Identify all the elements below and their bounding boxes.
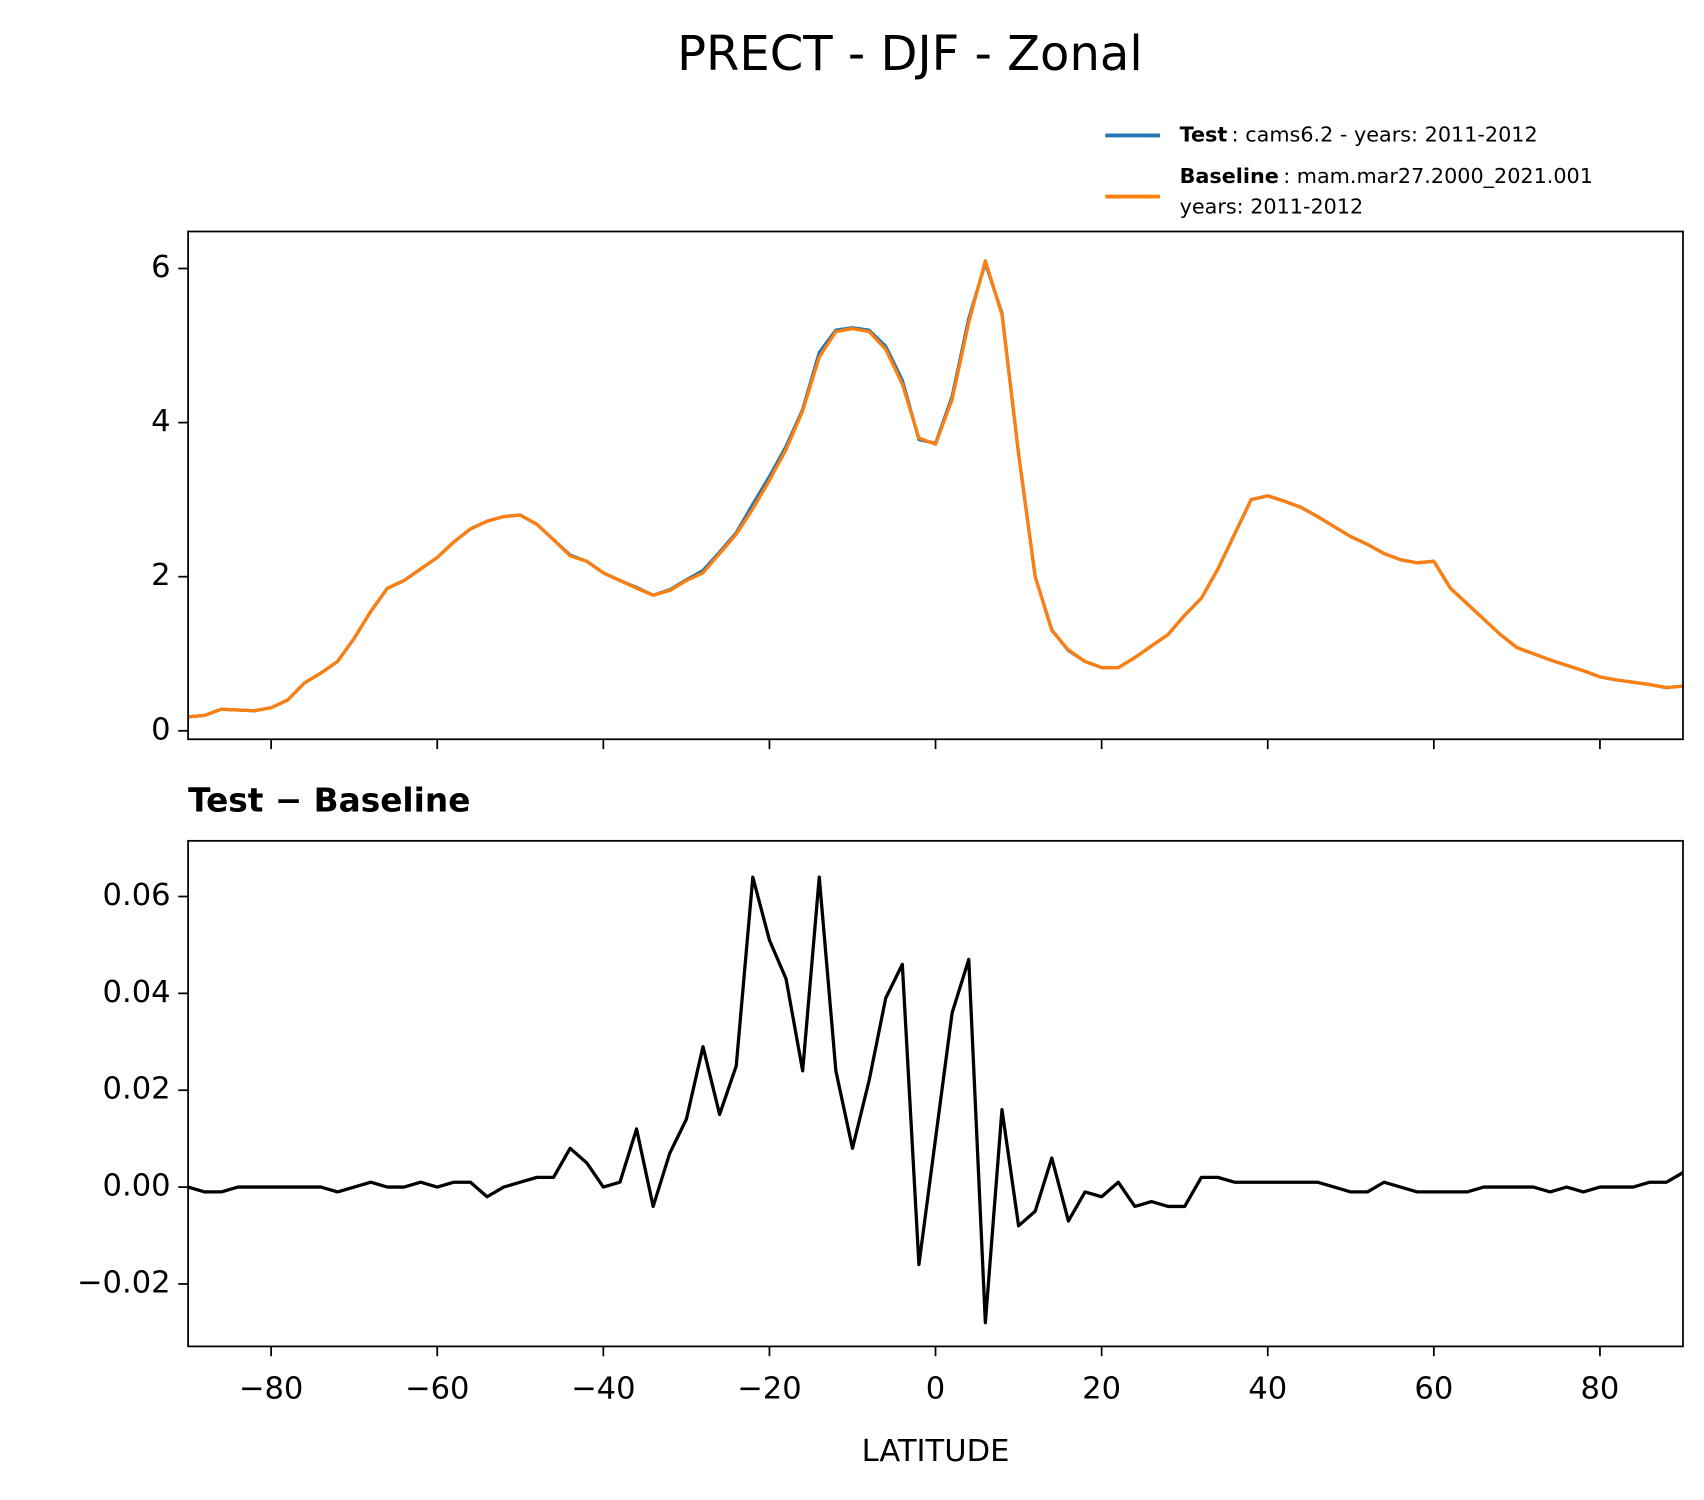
legend-text: years: 2011-2012 <box>1180 194 1364 218</box>
figure-title: PRECT - DJF - Zonal <box>677 26 1143 82</box>
legend-entry: Test: cams6.2 - years: 2011-2012 <box>1180 122 1538 146</box>
plot-area <box>188 875 1683 1325</box>
data-line <box>188 259 1683 719</box>
x-tick-label: −80 <box>239 1372 303 1407</box>
legend-name: Baseline <box>1180 164 1279 188</box>
legend-text: : mam.mar27.2000_2021.001 <box>1283 164 1593 189</box>
x-tick-label: 60 <box>1414 1372 1453 1407</box>
panel-title: Test − Baseline <box>188 782 470 820</box>
x-tick-label: 80 <box>1580 1372 1619 1407</box>
y-tick-label: −0.02 <box>77 1265 171 1300</box>
axes-frame <box>187 230 1684 741</box>
y-tick-label: 6 <box>151 250 170 285</box>
legend-name: Test <box>1180 122 1228 146</box>
y-tick-label: 0.04 <box>103 975 171 1010</box>
legend-entry: Baseline: mam.mar27.2000_2021.001 <box>1180 164 1593 189</box>
legend-text: : cams6.2 - years: 2011-2012 <box>1232 122 1538 146</box>
x-tick-label: 0 <box>926 1372 945 1407</box>
y-tick-label: 0.06 <box>103 878 171 913</box>
y-tick-label: 0 <box>151 712 170 747</box>
y-tick-label: 4 <box>151 404 170 439</box>
x-tick-label: −40 <box>571 1372 636 1407</box>
data-line <box>188 875 1683 1325</box>
y-tick-label: 2 <box>151 558 170 593</box>
y-tick-label: 0.00 <box>103 1169 171 1204</box>
axes-frame <box>187 839 1684 1348</box>
y-tick-label: 0.02 <box>103 1072 171 1107</box>
x-tick-label: −20 <box>737 1372 801 1407</box>
x-tick-label: 40 <box>1248 1372 1287 1407</box>
plot-area <box>188 259 1683 719</box>
x-tick-label: −60 <box>405 1372 469 1407</box>
x-axis-label: LATITUDE <box>862 1434 1010 1469</box>
x-tick-label: 20 <box>1082 1372 1121 1407</box>
